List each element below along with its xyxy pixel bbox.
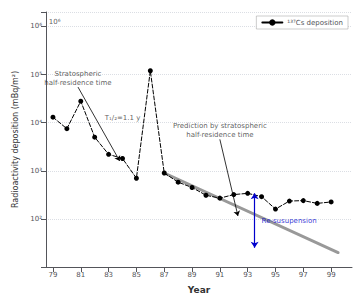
- svg-text:97: 97: [299, 271, 308, 279]
- svg-text:95: 95: [271, 271, 280, 279]
- svg-text:91: 91: [215, 271, 224, 279]
- svg-text:10⁶: 10⁶: [49, 18, 61, 26]
- svg-text:81: 81: [76, 271, 85, 279]
- svg-text:Stratospheric: Stratospheric: [55, 70, 102, 78]
- svg-text:79: 79: [48, 271, 57, 279]
- svg-text:83: 83: [104, 271, 113, 279]
- svg-text:10²: 10²: [30, 215, 42, 223]
- svg-text:T₁/₂=1.1 y: T₁/₂=1.1 y: [104, 114, 141, 122]
- svg-text:10⁵: 10⁵: [30, 71, 42, 79]
- svg-text:10³: 10³: [30, 167, 42, 175]
- svg-text:87: 87: [160, 271, 169, 279]
- svg-text:half-residence time: half-residence time: [186, 131, 253, 139]
- svg-text:Prediction by stratospheric: Prediction by stratospheric: [173, 122, 267, 130]
- svg-text:half-residence time: half-residence time: [44, 79, 111, 87]
- svg-text:10⁴: 10⁴: [30, 119, 42, 127]
- svg-text:¹³⁷Cs deposition: ¹³⁷Cs deposition: [287, 19, 343, 27]
- svg-text:Year: Year: [187, 285, 211, 295]
- svg-text:85: 85: [132, 271, 141, 279]
- svg-text:Re-susupension: Re-susupension: [262, 217, 317, 225]
- svg-text:89: 89: [188, 271, 197, 279]
- svg-text:93: 93: [243, 271, 252, 279]
- svg-text:99: 99: [327, 271, 336, 279]
- svg-text:Radioactivity deposition (mBq/: Radioactivity deposition (mBq/m²): [11, 71, 20, 208]
- svg-text:10⁶: 10⁶: [30, 22, 42, 30]
